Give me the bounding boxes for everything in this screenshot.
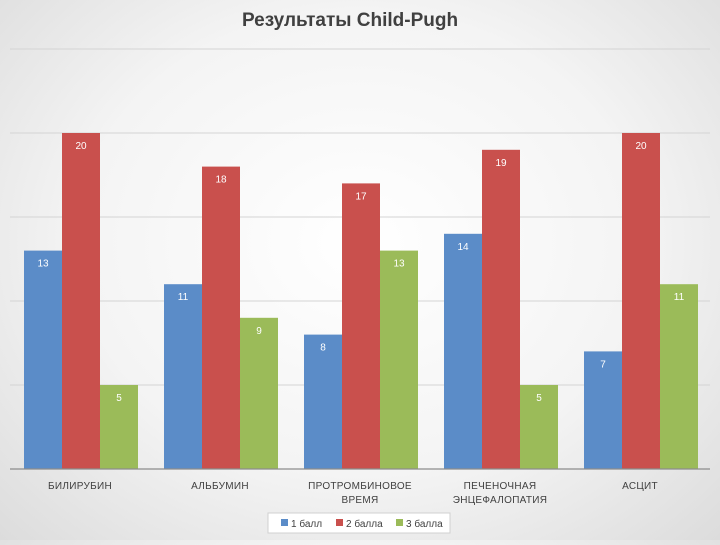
bar — [482, 149, 520, 470]
bar — [444, 233, 482, 469]
bar — [342, 183, 380, 469]
data-label: 8 — [320, 343, 326, 354]
data-label: 11 — [178, 292, 189, 303]
category-label: ПЕЧЕНОЧНАЯ — [464, 481, 537, 492]
bar — [380, 250, 418, 469]
data-label: 20 — [635, 141, 647, 152]
category-label: ПРОТРОМБИНОВОЕ — [308, 481, 412, 492]
data-label: 9 — [256, 326, 262, 337]
bar — [660, 284, 698, 469]
legend-label: 2 балла — [346, 518, 383, 530]
legend-swatch — [336, 519, 343, 526]
bar — [164, 284, 202, 469]
data-label: 18 — [215, 175, 227, 186]
chart-title: Результаты Child-Pugh — [242, 10, 458, 31]
data-label: 20 — [75, 141, 87, 152]
category-label: АЛЬБУМИН — [191, 481, 249, 492]
category-label: ВРЕМЯ — [341, 495, 378, 506]
data-label: 17 — [355, 191, 367, 202]
category-label: АСЦИТ — [622, 481, 658, 492]
bar — [520, 385, 558, 469]
bar — [24, 250, 62, 469]
bar — [100, 385, 138, 469]
data-label: 5 — [536, 393, 542, 404]
data-label: 19 — [495, 158, 507, 169]
legend-label: 3 балла — [406, 518, 443, 530]
legend-swatch — [281, 519, 288, 526]
data-label: 13 — [393, 259, 405, 270]
data-label: 11 — [674, 292, 685, 303]
data-label: 5 — [116, 393, 122, 404]
category-labels: БИЛИРУБИН АЛЬБУМИН ПРОТРОМБИНОВОЕ ВРЕМЯ ПЕЧЕ… — [48, 481, 658, 506]
bar — [584, 351, 622, 469]
legend-box — [267, 512, 451, 534]
legend-label: 1 балл — [291, 518, 322, 530]
bar — [202, 166, 240, 469]
data-label: 14 — [457, 242, 469, 253]
bar — [62, 133, 100, 469]
bar — [304, 334, 342, 469]
data-label: 13 — [37, 259, 49, 270]
bars: 13 20 5 11 18 9 8 17 13 14 19 5 7 20 11 — [24, 133, 698, 470]
bar — [240, 317, 278, 469]
legend: 1 балл 2 балла 3 балла — [267, 512, 451, 534]
category-label: ЭНЦЕФАЛОПАТИЯ — [453, 495, 548, 506]
category-label: БИЛИРУБИН — [48, 481, 112, 492]
data-label: 7 — [600, 359, 606, 370]
legend-swatch — [396, 519, 403, 526]
bar — [622, 133, 660, 469]
